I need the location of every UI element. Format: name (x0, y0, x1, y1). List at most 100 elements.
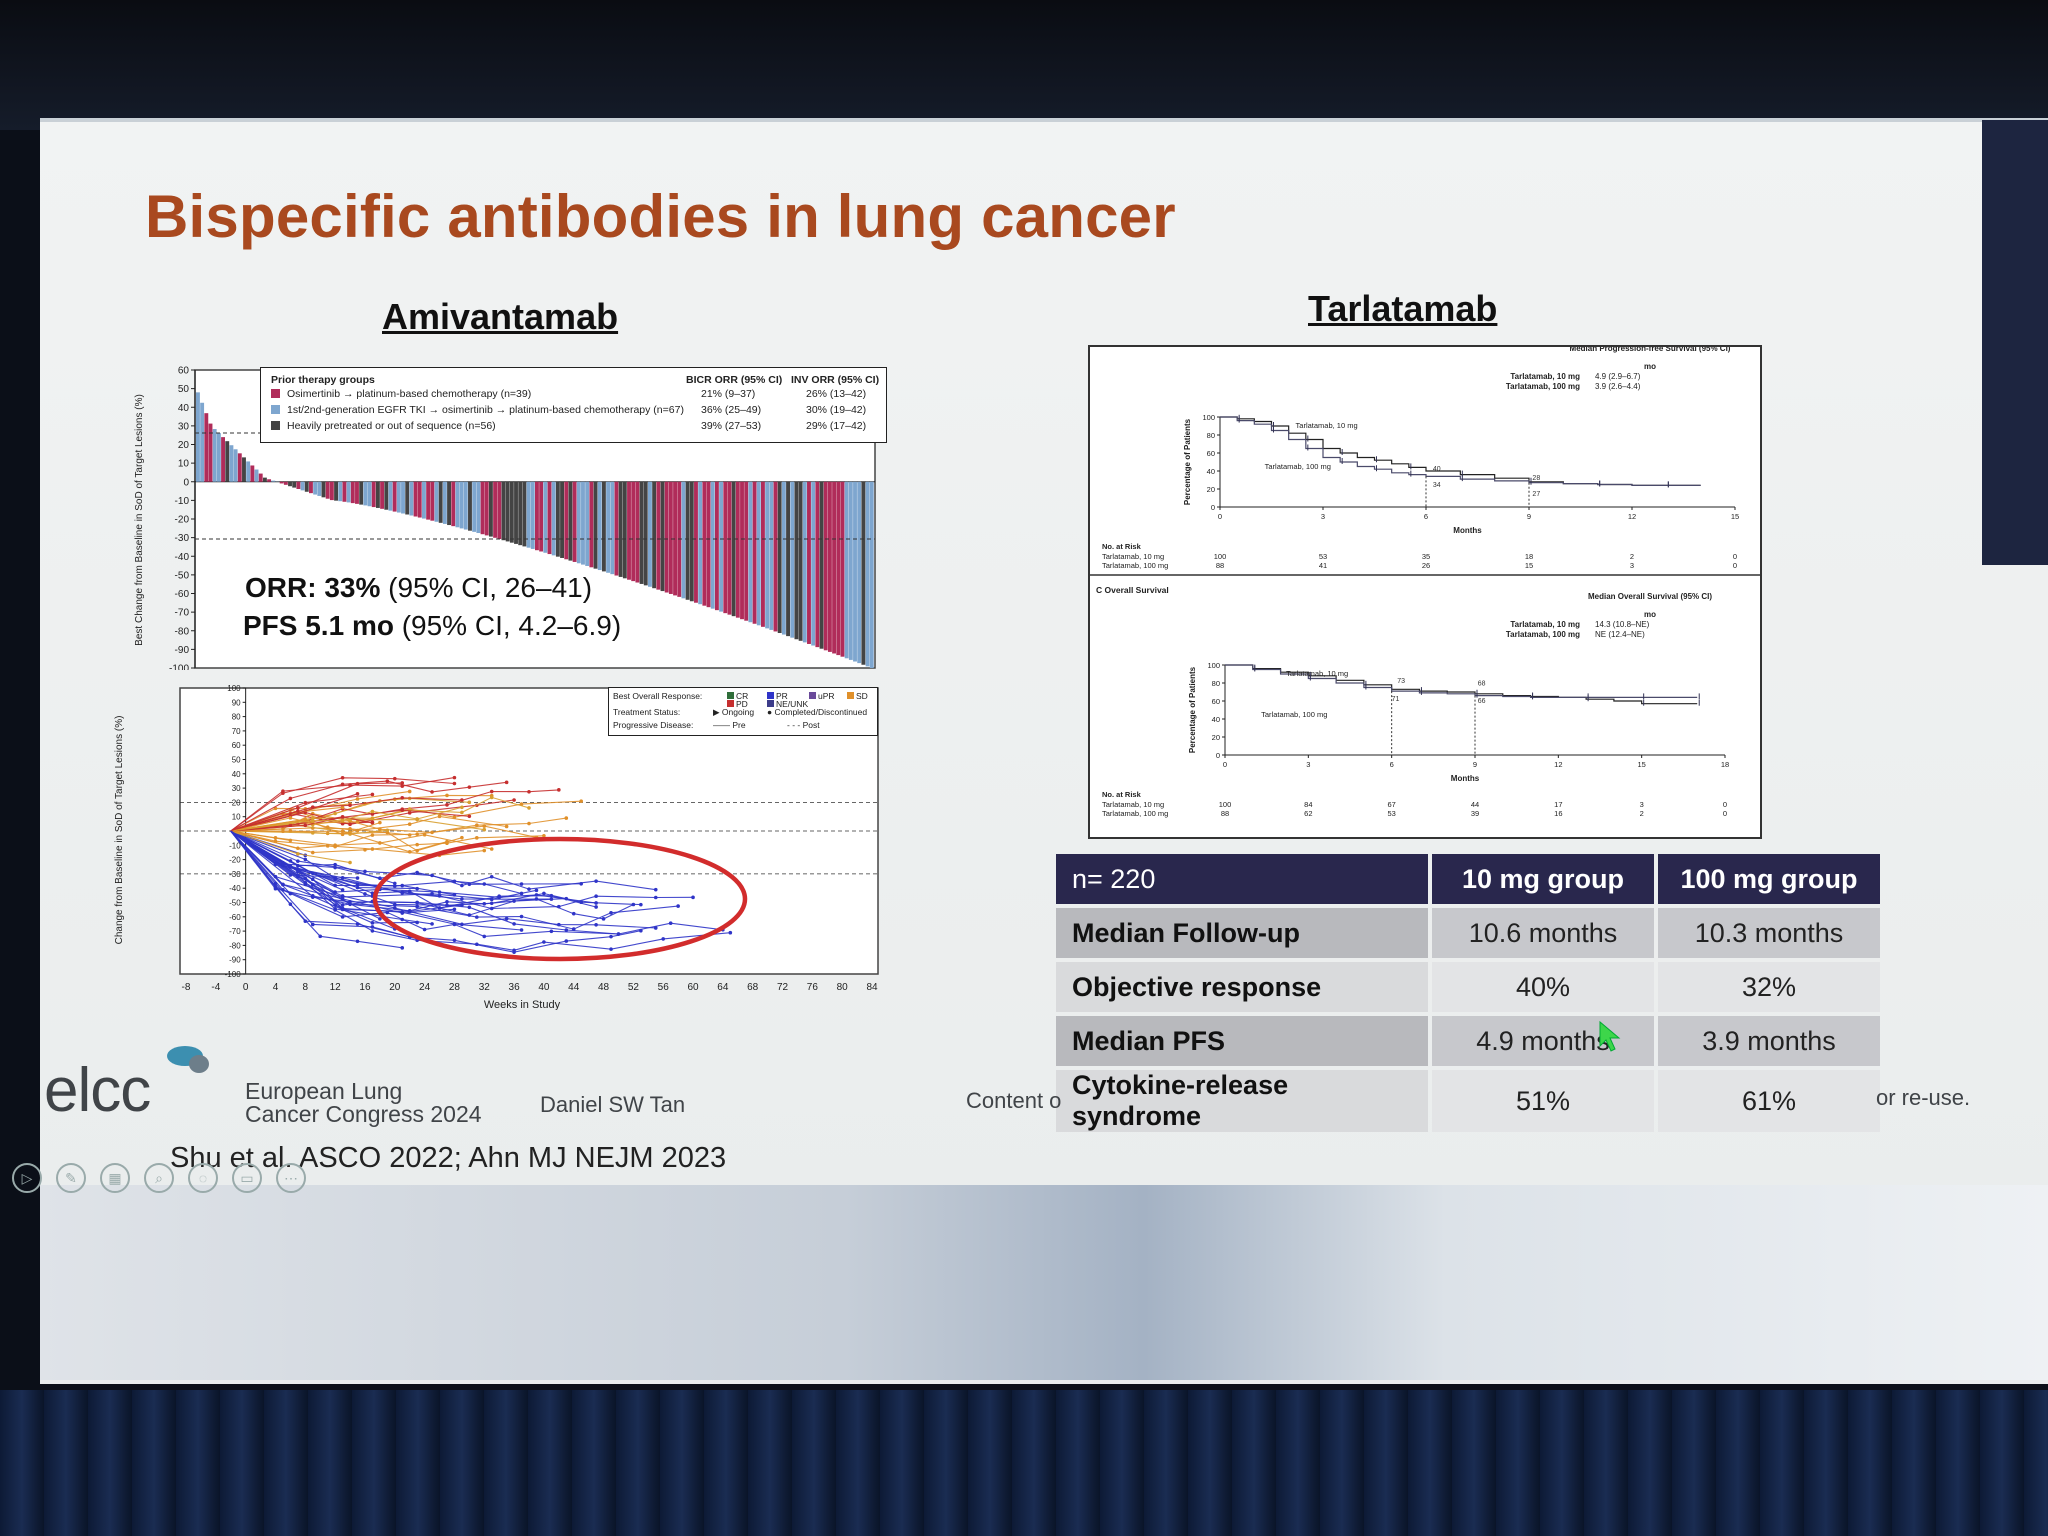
trajectory-point (400, 917, 405, 922)
more-icon[interactable]: ⋯ (276, 1163, 306, 1193)
pen-icon[interactable]: ✎ (56, 1163, 86, 1193)
trajectory-point (333, 907, 337, 911)
waterfall-bar (698, 481, 703, 605)
trajectory-point (370, 929, 375, 933)
waterfall-bar (857, 481, 862, 664)
trajectory-point (467, 785, 472, 789)
trajectory-point (504, 780, 509, 785)
legend-bicr: 39% (27–53) (701, 420, 762, 432)
waterfall-bar (622, 481, 627, 579)
trajectory-point (445, 899, 449, 904)
trajectory-point (385, 910, 390, 915)
slide-footer-banner (40, 1185, 2048, 1380)
km-y-tick: 20 (1207, 485, 1215, 494)
risk-value: 0 (1723, 800, 1727, 809)
km-x-tick: 9 (1527, 512, 1531, 521)
waterfall-bar (819, 481, 824, 649)
trajectory-point (355, 939, 360, 944)
trajectory-point (333, 862, 337, 867)
pointer-icon[interactable]: ◌ (188, 1163, 218, 1193)
trajectory-point (400, 781, 405, 785)
x-tick-label: 68 (747, 982, 759, 993)
waterfall-bar (581, 481, 585, 565)
trajectory-point (460, 897, 464, 901)
presenter-name: Daniel SW Tan (540, 1092, 686, 1117)
trajectory-point (653, 895, 658, 900)
waterfall-bar (422, 481, 426, 519)
waterfall-bar (309, 481, 313, 494)
waterfall-bar (769, 481, 774, 630)
waterfall-bar (442, 481, 447, 524)
patient-trajectory (230, 829, 388, 835)
trajectory-point (385, 779, 390, 783)
waterfall-bar (451, 481, 456, 527)
trajectory-point (728, 930, 733, 935)
trajectory-point (579, 900, 583, 905)
trajectory-point (355, 791, 360, 796)
waterfall-bar (505, 481, 510, 542)
x-tick-label: 12 (330, 982, 342, 993)
spider-panel: 100 90 80 70 60 50 40 30 20 10 0 -10 -20 -30 -40 -50 -60… (100, 680, 890, 1011)
amivantamab-heading: Amivantamab (382, 296, 619, 337)
trajectory-point (594, 879, 598, 883)
km-panel-label: C Overall Survival (1096, 585, 1169, 595)
x-tick-label: 72 (777, 982, 789, 993)
waterfall-bar (811, 481, 816, 646)
km-curve-label-10mg: Tarlatamab, 10 mg (1286, 669, 1348, 678)
x-tick-label: 0 (243, 982, 249, 993)
km-x-tick: 0 (1218, 512, 1222, 521)
trajectory-point (519, 914, 524, 919)
legend-bicr: 36% (25–49) (701, 404, 762, 416)
trajectory-point (407, 822, 412, 827)
camera-icon[interactable]: ▭ (232, 1163, 262, 1193)
y-tick-label: -90 (175, 645, 190, 656)
legend-label: Osimertinib → platinum-based chemotherap… (287, 388, 532, 400)
legend-label: Heavily pretreated or out of sequence (n… (287, 420, 496, 432)
risk-value: 15 (1525, 561, 1533, 570)
trajectory-point (355, 781, 360, 786)
trajectory-point (661, 937, 666, 941)
completed-label: ● Completed/Discontinued (767, 707, 868, 717)
km-curve-label-10mg: Tarlatamab, 10 mg (1296, 421, 1358, 430)
pfs-text: PFS 5.1 mo (95% CI, 4.2–6.9) (243, 610, 621, 642)
waterfall-bar (325, 481, 330, 499)
waterfall-bar (702, 481, 707, 606)
response-legend-item: PD (727, 699, 748, 709)
legend-col-bicr: BICR ORR (95% CI) (686, 374, 783, 386)
km-x-tick: 15 (1731, 512, 1739, 521)
x-tick-label: 48 (598, 982, 610, 993)
cell-100mg: 10.3 months (1658, 908, 1880, 958)
trajectory-point (400, 891, 405, 895)
response-legend-item: PR (767, 691, 788, 701)
trajectory-point (691, 895, 695, 900)
trajectory-point (370, 792, 375, 797)
play-icon[interactable]: ▷ (12, 1163, 42, 1193)
y-tick-label: 40 (232, 770, 241, 779)
slides-icon[interactable]: ▦ (100, 1163, 130, 1193)
results-table: n= 220 10 mg group 100 mg group Median F… (1052, 850, 1884, 1136)
x-tick-label: 40 (538, 982, 550, 993)
risk-value: 0 (1733, 552, 1737, 561)
waterfall-bar (250, 465, 255, 482)
waterfall-bar (388, 481, 393, 511)
trajectory-point (445, 903, 449, 908)
waterfall-bar (396, 481, 401, 513)
waterfall-bar (509, 481, 514, 543)
y-tick-label: 30 (178, 421, 190, 432)
zoom-icon[interactable]: ⌕ (144, 1163, 174, 1193)
congress-line-2: Cancer Congress 2024 (245, 1101, 482, 1127)
waterfall-bar (229, 445, 234, 482)
presenter-toolbar: ▷ ✎ ▦ ⌕ ◌ ▭ ⋯ (12, 1163, 306, 1193)
trajectory-point (303, 817, 308, 822)
x-tick-label: 8 (303, 982, 309, 993)
risk-value: 39 (1471, 809, 1479, 818)
km-annotation: 73 (1397, 678, 1405, 685)
trajectory-point (355, 797, 360, 801)
x-tick-label: 84 (866, 982, 878, 993)
y-tick-label: 20 (178, 440, 190, 451)
patient-trajectory (230, 799, 515, 832)
trajectory-point (303, 857, 308, 862)
waterfall-bar (627, 481, 631, 580)
pfs-ci: (95% CI, 4.2–6.9) (393, 610, 622, 641)
waterfall-bar (317, 481, 322, 496)
